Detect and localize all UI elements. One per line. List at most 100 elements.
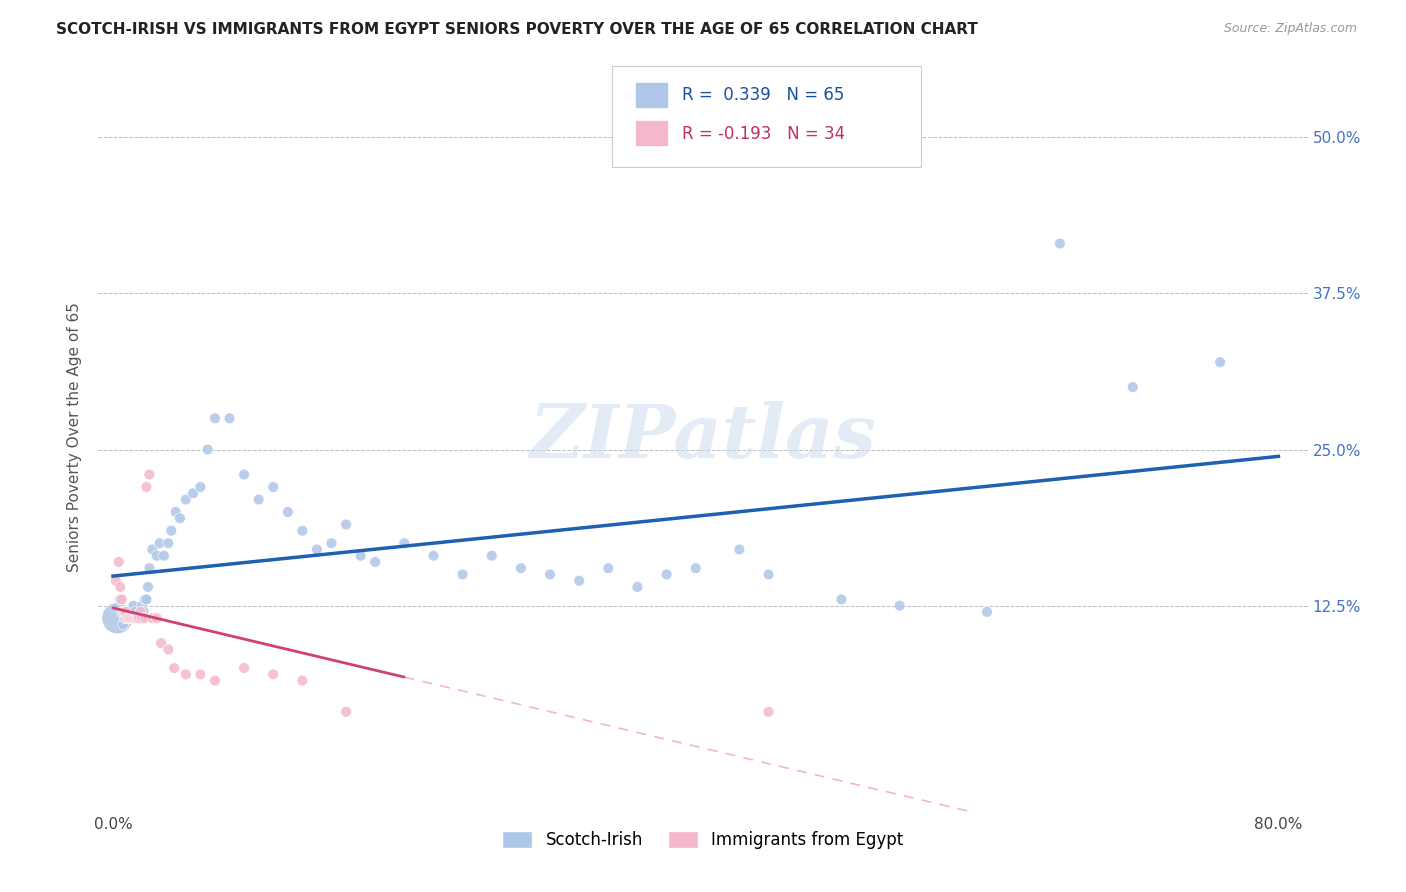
Point bbox=[145, 611, 167, 625]
Point bbox=[115, 605, 138, 619]
Point bbox=[233, 661, 256, 675]
Point bbox=[121, 611, 143, 625]
Point bbox=[112, 617, 135, 632]
Point bbox=[135, 480, 157, 494]
Point bbox=[138, 561, 160, 575]
Point bbox=[190, 480, 212, 494]
Point bbox=[125, 611, 148, 625]
Point bbox=[157, 642, 180, 657]
Point bbox=[128, 611, 150, 625]
Point bbox=[321, 536, 343, 550]
Point bbox=[509, 561, 531, 575]
Point bbox=[125, 611, 148, 625]
Point bbox=[111, 592, 134, 607]
Point bbox=[685, 561, 707, 575]
Point bbox=[110, 592, 132, 607]
Point bbox=[138, 467, 160, 482]
Point bbox=[291, 673, 314, 688]
Point bbox=[174, 492, 197, 507]
Point bbox=[598, 561, 620, 575]
Point bbox=[394, 536, 416, 550]
Point bbox=[132, 605, 155, 619]
Point bbox=[758, 567, 780, 582]
Point bbox=[976, 605, 998, 619]
Point bbox=[124, 611, 146, 625]
Point bbox=[204, 411, 226, 425]
Point bbox=[305, 542, 328, 557]
Point bbox=[117, 611, 139, 625]
Point bbox=[204, 673, 226, 688]
Text: R =  0.339   N = 65: R = 0.339 N = 65 bbox=[682, 86, 845, 103]
Point bbox=[568, 574, 591, 588]
Legend: Scotch-Irish, Immigrants from Egypt: Scotch-Irish, Immigrants from Egypt bbox=[496, 824, 910, 855]
Point bbox=[114, 611, 136, 625]
Point bbox=[277, 505, 299, 519]
Point bbox=[350, 549, 373, 563]
Point bbox=[129, 605, 152, 619]
Point bbox=[481, 549, 503, 563]
Point bbox=[218, 411, 240, 425]
Point bbox=[153, 549, 176, 563]
Point bbox=[1209, 355, 1232, 369]
Text: SCOTCH-IRISH VS IMMIGRANTS FROM EGYPT SENIORS POVERTY OVER THE AGE OF 65 CORRELA: SCOTCH-IRISH VS IMMIGRANTS FROM EGYPT SE… bbox=[56, 22, 979, 37]
Point bbox=[233, 467, 256, 482]
Point bbox=[655, 567, 678, 582]
Point bbox=[108, 555, 131, 569]
Point bbox=[131, 611, 153, 625]
Point bbox=[115, 611, 138, 625]
Point bbox=[105, 611, 128, 625]
Point bbox=[335, 517, 357, 532]
Point bbox=[181, 486, 204, 500]
Point bbox=[122, 599, 145, 613]
Point bbox=[538, 567, 561, 582]
Point bbox=[830, 592, 852, 607]
Point bbox=[122, 611, 145, 625]
Point bbox=[111, 605, 134, 619]
Point bbox=[335, 705, 357, 719]
Point bbox=[197, 442, 219, 457]
Point bbox=[728, 542, 751, 557]
Point bbox=[135, 592, 157, 607]
FancyBboxPatch shape bbox=[637, 120, 666, 145]
Point bbox=[291, 524, 314, 538]
Point bbox=[118, 611, 141, 625]
Point bbox=[422, 549, 444, 563]
Point bbox=[1049, 236, 1071, 251]
Point bbox=[117, 605, 139, 619]
Point bbox=[134, 592, 156, 607]
FancyBboxPatch shape bbox=[637, 83, 666, 107]
Point bbox=[174, 667, 197, 681]
Point bbox=[758, 705, 780, 719]
Point bbox=[124, 605, 146, 619]
Point bbox=[112, 605, 135, 619]
Point bbox=[136, 580, 159, 594]
Point bbox=[104, 574, 127, 588]
Text: R = -0.193   N = 34: R = -0.193 N = 34 bbox=[682, 125, 845, 143]
Point bbox=[145, 549, 167, 563]
Point bbox=[120, 611, 142, 625]
Point bbox=[262, 480, 284, 494]
Text: ZIPatlas: ZIPatlas bbox=[530, 401, 876, 474]
Text: Source: ZipAtlas.com: Source: ZipAtlas.com bbox=[1223, 22, 1357, 36]
Point bbox=[1122, 380, 1144, 394]
Point bbox=[110, 580, 132, 594]
Point bbox=[129, 605, 152, 619]
Point bbox=[165, 505, 187, 519]
Point bbox=[247, 492, 270, 507]
Point bbox=[131, 599, 153, 613]
Y-axis label: Seniors Poverty Over the Age of 65: Seniors Poverty Over the Age of 65 bbox=[67, 302, 83, 572]
Point bbox=[120, 611, 142, 625]
Point bbox=[128, 611, 150, 625]
Point bbox=[141, 542, 163, 557]
Point bbox=[141, 611, 163, 625]
Point bbox=[121, 611, 143, 625]
Point bbox=[150, 636, 173, 650]
Point bbox=[160, 524, 183, 538]
Point bbox=[157, 536, 180, 550]
Point bbox=[127, 611, 149, 625]
Point bbox=[262, 667, 284, 681]
Point bbox=[149, 536, 172, 550]
Point bbox=[118, 611, 141, 625]
Point bbox=[451, 567, 474, 582]
Point bbox=[163, 661, 186, 675]
